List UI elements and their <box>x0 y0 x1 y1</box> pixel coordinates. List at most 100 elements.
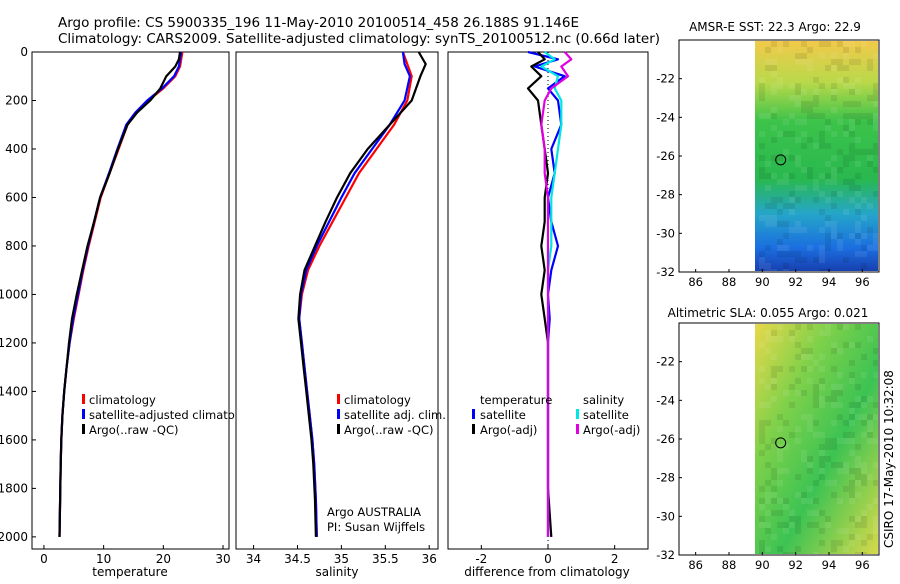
field-cell <box>867 474 873 480</box>
field-cell <box>819 474 825 480</box>
field-cell <box>825 215 831 221</box>
field-cell <box>831 59 837 65</box>
field-cell <box>807 137 813 143</box>
field-cell <box>837 59 843 65</box>
field-cell <box>813 113 819 119</box>
field-cell <box>777 251 783 257</box>
field-cell <box>777 414 783 420</box>
field-cell <box>771 83 777 89</box>
field-cell <box>861 462 867 468</box>
field-cell <box>837 528 843 534</box>
field-cell <box>819 528 825 534</box>
field-cell <box>759 438 765 444</box>
field-cell <box>771 113 777 119</box>
field-cell <box>777 209 783 215</box>
field-cell <box>825 221 831 227</box>
field-cell <box>777 83 783 89</box>
field-cell <box>861 41 867 47</box>
field-cell <box>789 366 795 372</box>
field-cell <box>861 149 867 155</box>
field-cell <box>867 119 873 125</box>
field-cell <box>855 396 861 402</box>
field-cell <box>777 450 783 456</box>
field-cell <box>867 534 873 540</box>
field-cell <box>765 263 771 269</box>
field-cell <box>849 432 855 438</box>
field-cell <box>765 65 771 71</box>
field-cell <box>765 203 771 209</box>
sst-field-texture <box>759 41 878 271</box>
field-cell <box>825 179 831 185</box>
field-cell <box>849 378 855 384</box>
field-cell <box>855 552 861 554</box>
field-cell <box>855 185 861 191</box>
field-cell <box>759 378 765 384</box>
field-cell <box>807 378 813 384</box>
field-cell <box>837 402 843 408</box>
field-cell <box>855 47 861 53</box>
y-tick-label: 800 <box>5 239 28 253</box>
field-cell <box>861 414 867 420</box>
field-cell <box>795 227 801 233</box>
field-cell <box>831 396 837 402</box>
field-cell <box>873 348 878 354</box>
field-cell <box>783 444 789 450</box>
field-cell <box>849 486 855 492</box>
field-cell <box>783 203 789 209</box>
field-cell <box>795 390 801 396</box>
temperature-panel: 0 200 400 600 800 1000 1200 1400 1600 1800 2000 0 1… <box>0 45 259 579</box>
field-cell <box>855 101 861 107</box>
field-cell <box>843 420 849 426</box>
field-cell <box>849 149 855 155</box>
field-cell <box>801 131 807 137</box>
field-cell <box>873 516 878 522</box>
field-cell <box>807 456 813 462</box>
field-cell <box>873 113 878 119</box>
salinity-x-axis: 34 34.5 35 35.5 36 <box>246 545 437 566</box>
field-cell <box>807 324 813 330</box>
field-cell <box>759 426 765 432</box>
field-cell <box>837 384 843 390</box>
field-cell <box>873 522 878 528</box>
field-cell <box>771 89 777 95</box>
field-cell <box>819 444 825 450</box>
field-cell <box>795 89 801 95</box>
field-cell <box>771 215 777 221</box>
field-cell <box>759 77 765 83</box>
y-tick-label: 1000 <box>0 287 28 301</box>
field-cell <box>861 474 867 480</box>
field-cell <box>771 197 777 203</box>
field-cell <box>873 89 878 95</box>
field-cell <box>819 366 825 372</box>
field-cell <box>783 131 789 137</box>
field-cell <box>873 498 878 504</box>
field-cell <box>843 468 849 474</box>
field-cell <box>765 444 771 450</box>
field-cell <box>831 444 837 450</box>
field-cell <box>837 239 843 245</box>
field-cell <box>855 239 861 245</box>
field-cell <box>837 119 843 125</box>
field-cell <box>813 89 819 95</box>
field-cell <box>783 245 789 251</box>
field-cell <box>849 414 855 420</box>
field-cell <box>861 354 867 360</box>
field-cell <box>867 149 873 155</box>
field-cell <box>795 528 801 534</box>
field-cell <box>795 324 801 330</box>
field-cell <box>759 155 765 161</box>
field-cell <box>849 131 855 137</box>
field-cell <box>801 185 807 191</box>
field-cell <box>807 498 813 504</box>
pi-annotation: PI: Susan Wijffels <box>327 520 425 534</box>
field-cell <box>867 95 873 101</box>
field-cell <box>855 233 861 239</box>
lon-tick-label: 94 <box>822 558 837 572</box>
field-cell <box>771 336 777 342</box>
field-cell <box>759 143 765 149</box>
field-cell <box>789 197 795 203</box>
field-cell <box>807 510 813 516</box>
field-cell <box>813 185 819 191</box>
field-cell <box>867 504 873 510</box>
series-line-argo-raw-qc- <box>297 51 427 537</box>
